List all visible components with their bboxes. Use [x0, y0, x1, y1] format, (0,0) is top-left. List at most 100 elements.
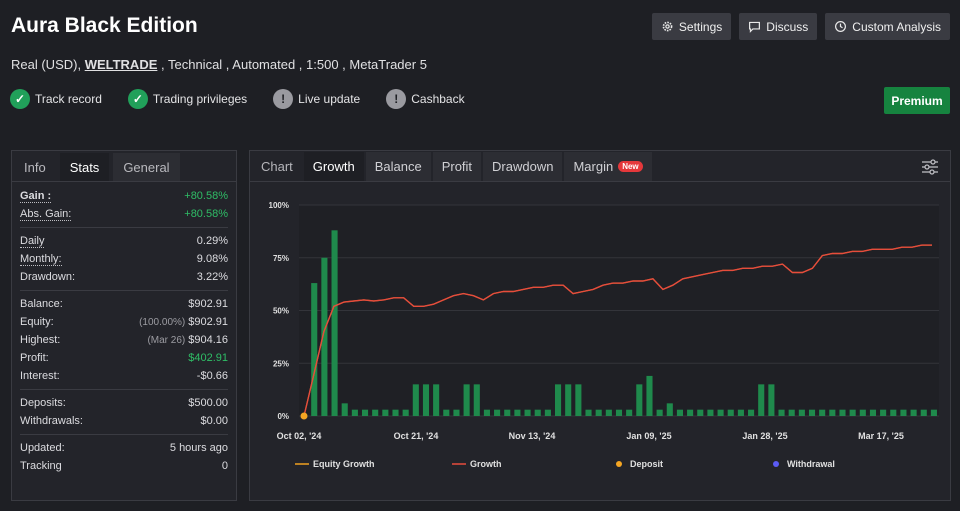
monthly-value: 9.08%	[196, 253, 228, 265]
bar	[453, 409, 460, 416]
drawdown-row: Drawdown: 3.22%	[12, 268, 236, 286]
settings-button[interactable]: Settings	[651, 13, 732, 40]
bar	[626, 409, 633, 416]
legend-label: Withdrawal	[787, 459, 835, 469]
tab-margin[interactable]: Margin New	[564, 152, 652, 181]
balance-label: Balance:	[20, 298, 63, 310]
bar	[788, 409, 795, 416]
header-actions: Settings Discuss Custom Analysis	[651, 13, 950, 40]
live-update-badge: ! Live update	[273, 89, 360, 109]
bar	[656, 409, 663, 416]
bar	[666, 403, 673, 416]
tab-info[interactable]: Info	[24, 159, 46, 175]
bar	[900, 409, 907, 416]
bar	[778, 409, 785, 416]
bar	[717, 409, 724, 416]
deposits-label: Deposits:	[20, 397, 66, 409]
updated-row: Updated: 5 hours ago	[12, 439, 236, 457]
custom-analysis-button[interactable]: Custom Analysis	[825, 13, 950, 40]
x-tick-label: Mar 17, '25	[858, 431, 904, 441]
bar	[504, 409, 511, 416]
daily-label[interactable]: Daily	[20, 234, 45, 248]
bar	[544, 409, 551, 416]
bar	[808, 409, 816, 416]
daily-row: Daily 0.29%	[12, 232, 236, 250]
bar	[910, 409, 917, 416]
bar	[646, 375, 653, 416]
bar	[321, 257, 328, 416]
bar	[412, 384, 419, 416]
gain-label[interactable]: Gain :	[20, 189, 52, 203]
discuss-button[interactable]: Discuss	[739, 13, 818, 40]
bar	[555, 384, 562, 416]
bar	[687, 409, 694, 416]
filter-settings-icon[interactable]	[920, 157, 940, 177]
gear-icon	[662, 21, 673, 32]
tab-drawdown[interactable]: Drawdown	[483, 152, 563, 181]
settings-label: Settings	[678, 19, 723, 34]
bar	[676, 409, 683, 416]
badge-label: Live update	[298, 92, 361, 106]
monthly-label[interactable]: Monthly:	[20, 252, 62, 266]
legend-label: Deposit	[630, 459, 663, 469]
legend-swatch	[616, 461, 622, 467]
bar	[748, 409, 755, 416]
badge-label: Track record	[35, 92, 102, 106]
tab-chart[interactable]: Chart	[261, 159, 293, 174]
tracking-value: 0	[221, 460, 228, 472]
bar	[636, 384, 643, 416]
tab-general[interactable]: General	[113, 153, 180, 181]
deposits-value: $500.00	[188, 397, 228, 409]
drawdown-value: 3.22%	[196, 271, 228, 283]
bar	[930, 409, 937, 416]
bar	[849, 409, 856, 416]
account-title: Aura Black Edition	[11, 14, 198, 37]
bar	[615, 409, 623, 416]
bar	[768, 384, 775, 416]
tab-balance[interactable]: Balance	[365, 152, 431, 181]
tab-growth[interactable]: Growth	[303, 152, 364, 181]
bar	[402, 409, 409, 416]
bar	[382, 409, 389, 416]
tracking-label: Tracking	[20, 460, 62, 472]
x-tick-label: Oct 02, '24	[277, 431, 322, 441]
divider	[20, 227, 228, 228]
custom-analysis-label: Custom Analysis	[852, 19, 941, 34]
premium-button[interactable]: Premium	[884, 87, 950, 114]
bar	[869, 409, 877, 416]
bar	[798, 409, 805, 416]
bar	[880, 409, 887, 416]
abs-gain-label[interactable]: Abs. Gain:	[20, 207, 72, 221]
new-badge: New	[618, 161, 643, 172]
account-subtitle: Real (USD), WELTRADE , Technical , Autom…	[11, 57, 427, 72]
bar	[392, 409, 399, 416]
bar	[463, 384, 470, 416]
tab-stats[interactable]: Stats	[59, 153, 110, 181]
withdrawals-label: Withdrawals:	[20, 415, 83, 427]
stats-panel: Info Stats General Gain : +80.58% Abs. Ga…	[11, 150, 237, 501]
abs-gain-row: Abs. Gain: +80.58%	[12, 205, 236, 223]
abs-gain-value: +80.58%	[184, 208, 228, 220]
y-tick-label: 75%	[273, 254, 289, 263]
withdrawals-row: Withdrawals: $0.00	[12, 412, 236, 430]
y-tick-label: 0%	[277, 412, 289, 421]
profit-value: $402.91	[188, 352, 228, 364]
monthly-row: Monthly: 9.08%	[12, 250, 236, 268]
tab-profit[interactable]: Profit	[432, 152, 482, 181]
withdrawals-value: $0.00	[200, 415, 228, 427]
growth-line	[303, 244, 932, 417]
x-tick-label: Oct 21, '24	[394, 431, 439, 441]
interest-value: -$0.66	[196, 370, 228, 382]
bar	[361, 409, 369, 416]
cashback-badge: ! Cashback	[386, 89, 465, 109]
interest-label: Interest:	[20, 370, 60, 382]
tracking-row: Tracking 0	[12, 457, 236, 475]
broker-link[interactable]: WELTRADE	[84, 57, 158, 72]
y-tick-label: 100%	[269, 201, 289, 210]
account-type: Real (USD),	[11, 57, 85, 72]
deposit-marker	[300, 412, 308, 420]
equity-value: $902.91	[188, 316, 228, 328]
discuss-label: Discuss	[766, 19, 809, 34]
check-icon: ✓	[127, 89, 148, 109]
legend-swatch	[773, 461, 779, 467]
